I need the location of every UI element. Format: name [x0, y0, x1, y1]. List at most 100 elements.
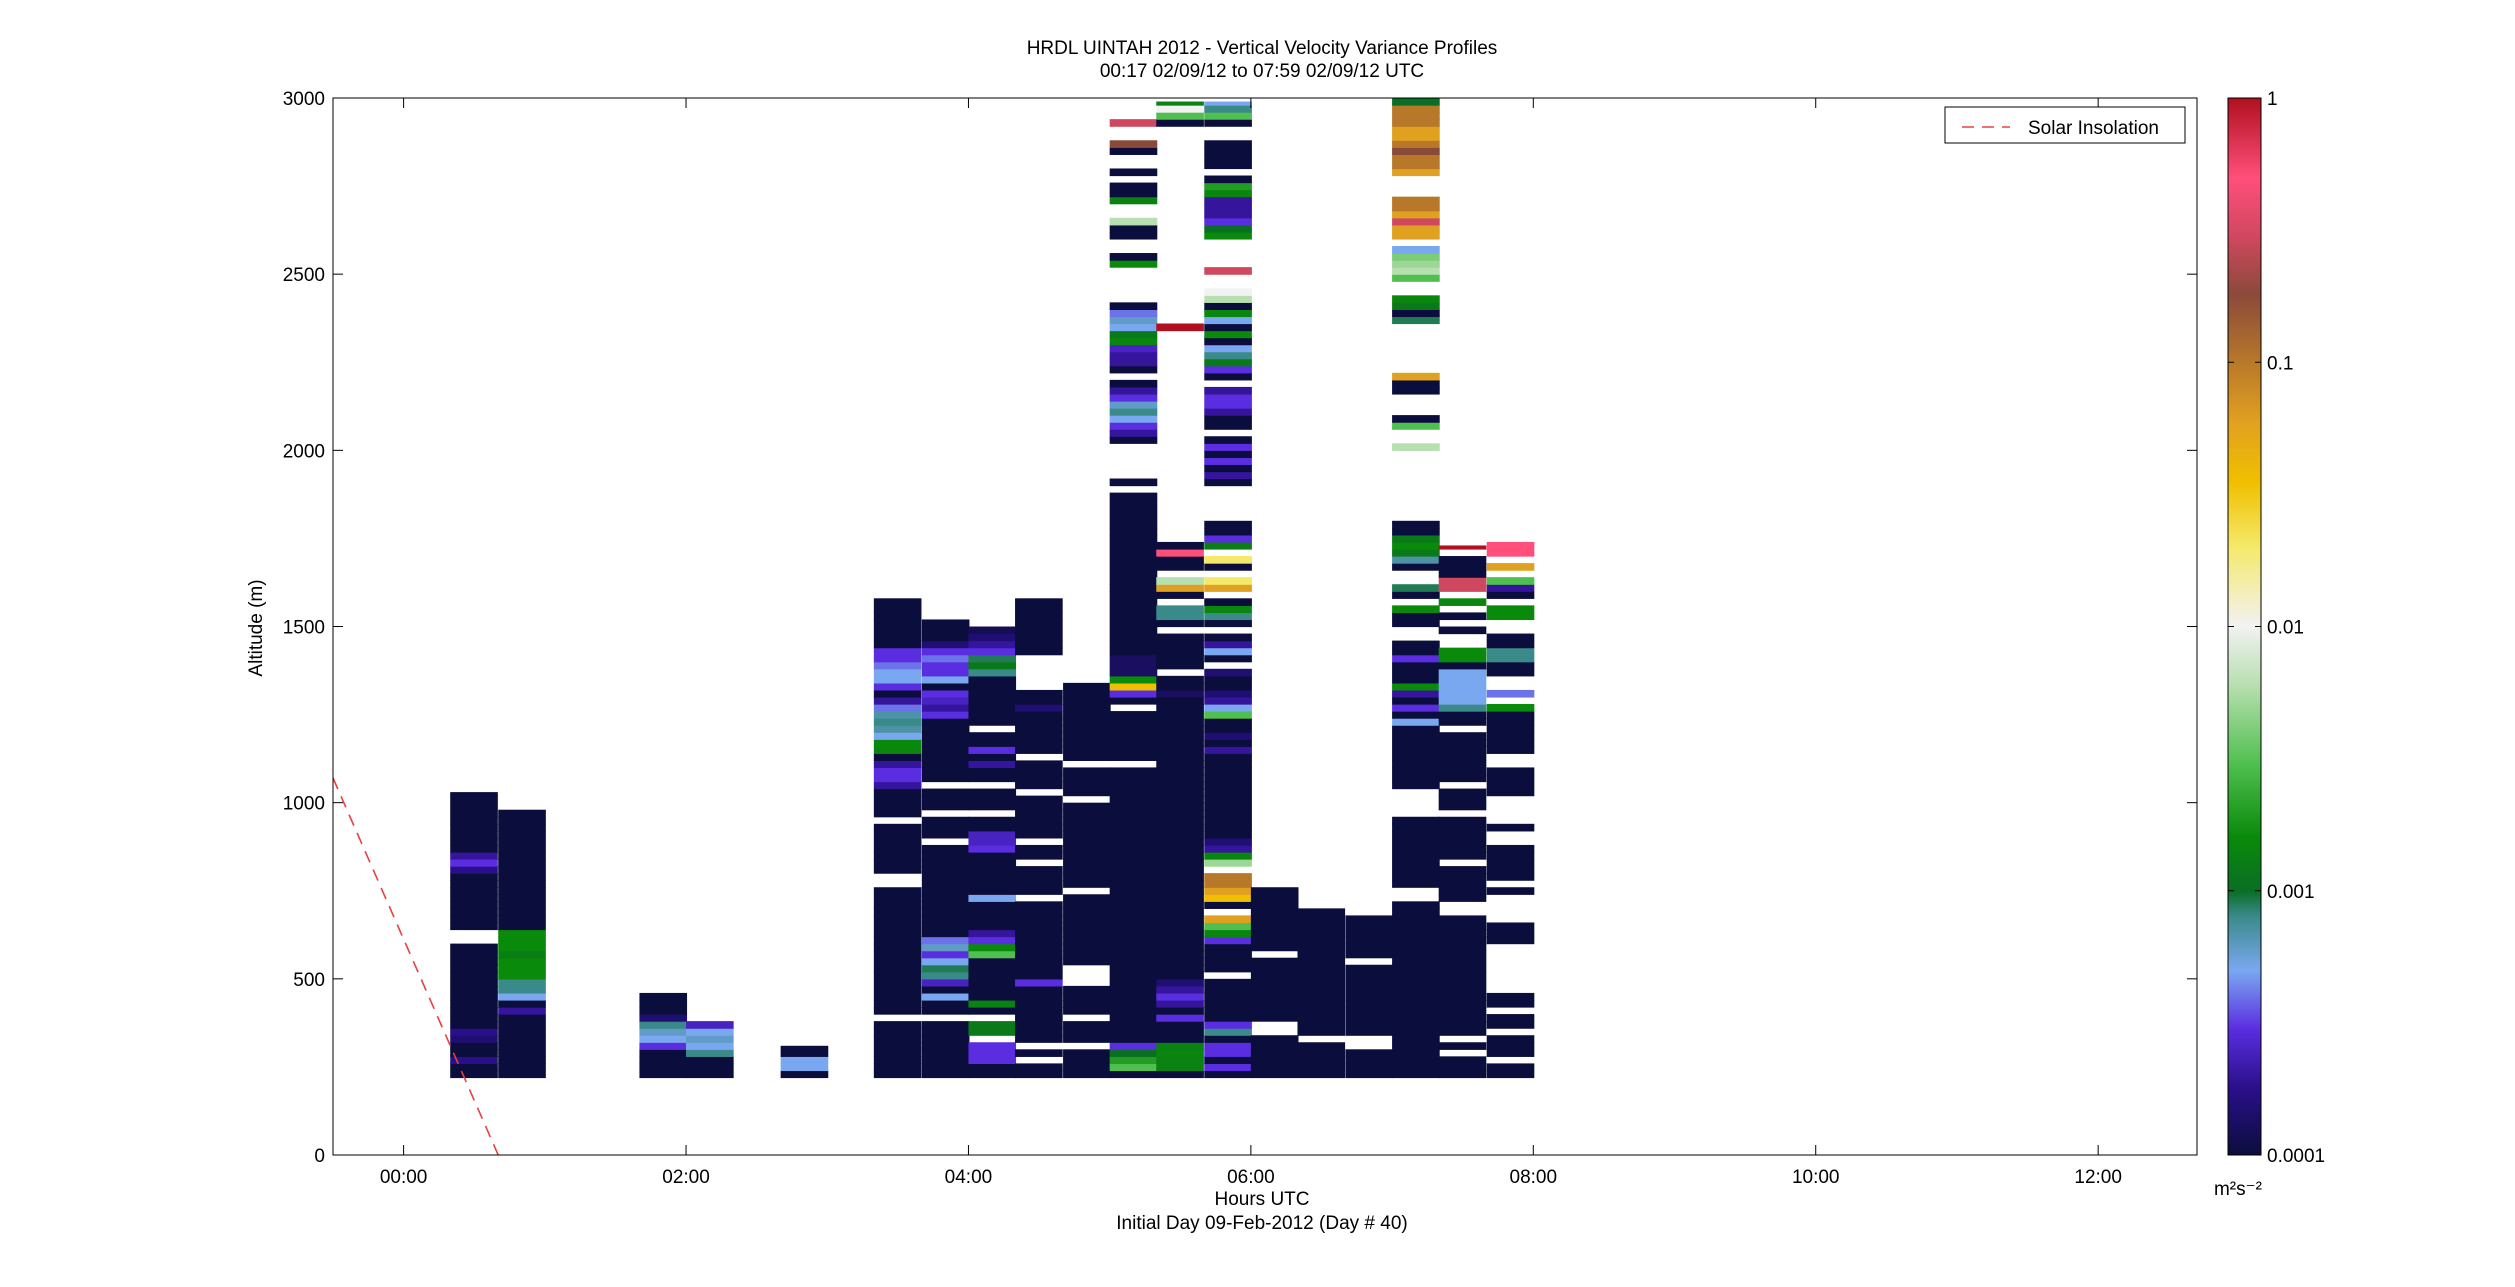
heatmap-cell [1250, 1063, 1299, 1072]
heatmap-cell [921, 689, 970, 698]
heatmap-cell [1250, 985, 1299, 994]
heatmap-cell [873, 711, 922, 719]
heatmap-cell [1109, 668, 1158, 677]
heatmap-cell [1438, 577, 1487, 585]
heatmap-cell [1204, 633, 1252, 642]
heatmap-cell [921, 619, 970, 628]
heatmap-cell [1109, 823, 1158, 832]
heatmap-column [1438, 545, 1487, 1079]
colorbar-tick-label: 0.1 [2267, 353, 2293, 374]
heatmap-cell [873, 689, 922, 698]
heatmap-cell [921, 753, 970, 761]
heatmap-cell [1156, 781, 1204, 790]
heatmap-cell [1204, 295, 1252, 303]
heatmap-cell [1392, 647, 1440, 656]
heatmap-cell [1392, 105, 1440, 113]
heatmap-cell [1156, 711, 1204, 719]
heatmap-cell [1392, 732, 1440, 740]
heatmap-cell [1015, 725, 1063, 733]
heatmap-cell [450, 985, 498, 994]
heatmap-cell [498, 929, 546, 938]
heatmap-cell [450, 978, 498, 987]
y-tick-label: 3000 [283, 89, 325, 110]
heatmap-cell [921, 1063, 970, 1072]
heatmap-cell [1204, 964, 1252, 973]
heatmap-cell [1250, 1014, 1299, 1022]
heatmap-cell [1486, 788, 1535, 797]
heatmap-cell [1345, 1070, 1394, 1079]
heatmap-cell [1156, 844, 1204, 853]
heatmap-cell [1392, 781, 1440, 790]
heatmap-cell [1156, 999, 1204, 1008]
heatmap-cell [873, 1070, 922, 1079]
heatmap-cell [1392, 443, 1440, 451]
heatmap-cell [686, 1056, 734, 1064]
heatmap-cell [873, 1063, 922, 1072]
heatmap-cell [1063, 781, 1111, 790]
heatmap-cell [1438, 696, 1487, 705]
heatmap-cell [968, 950, 1017, 959]
heatmap-cell [1109, 386, 1158, 395]
heatmap-cell [1204, 682, 1252, 691]
heatmap-cell [1109, 527, 1158, 536]
heatmap-cell [1204, 647, 1252, 656]
heatmap-cell [873, 753, 922, 761]
heatmap-cell [968, 1021, 1017, 1029]
heatmap-cell [1109, 499, 1158, 508]
heatmap-cell [450, 873, 498, 881]
heatmap-cell [1063, 915, 1111, 924]
heatmap-cell [1156, 887, 1204, 895]
heatmap-cell [921, 647, 970, 656]
heatmap-cell [1392, 619, 1440, 628]
heatmap-cell [1392, 612, 1440, 621]
heatmap-cell [921, 1035, 970, 1043]
heatmap-cell [1015, 957, 1063, 966]
heatmap-cell [1204, 1035, 1252, 1043]
heatmap-cell [1109, 689, 1158, 698]
heatmap-cell [1156, 541, 1204, 550]
x-tick-label: 08:00 [1510, 1167, 1558, 1188]
heatmap-cell [1438, 950, 1487, 959]
heatmap-cell [1156, 1056, 1204, 1064]
heatmap-cell [498, 901, 546, 909]
heatmap-cell [1109, 859, 1158, 867]
heatmap-cell [498, 971, 546, 980]
heatmap-cell [1015, 992, 1063, 1001]
heatmap-cell [1109, 619, 1158, 628]
heatmap-column [1204, 101, 1252, 1079]
heatmap-cell [921, 661, 970, 670]
heatmap-cell [921, 957, 970, 966]
heatmap-cell [968, 668, 1017, 677]
heatmap-cell [1392, 1014, 1440, 1022]
heatmap-cell [498, 1035, 546, 1043]
heatmap-cell [921, 908, 970, 917]
heatmap-cell [873, 866, 922, 874]
heatmap-cell [1345, 964, 1394, 973]
heatmap-cell [1486, 1070, 1535, 1079]
heatmap-cell [1204, 584, 1252, 592]
x-axis-ticks: 00:00 02:00 04:00 06:00 08:00 10:00 12:00 [380, 98, 2122, 1188]
heatmap-cell [1438, 823, 1487, 832]
heatmap-cell [873, 781, 922, 790]
heatmap-cell [873, 1056, 922, 1064]
heatmap-cell [1486, 605, 1535, 614]
heatmap-cell [1438, 887, 1487, 895]
heatmap-cell [1156, 943, 1204, 952]
heatmap-cell [1204, 288, 1252, 296]
heatmap-cell [873, 788, 922, 797]
heatmap-cell [639, 1007, 688, 1015]
heatmap-cell [1109, 344, 1158, 353]
y-tick-label: 1500 [283, 618, 325, 639]
heatmap-cell [1392, 534, 1440, 543]
heatmap-cell [1156, 767, 1204, 776]
heatmap-cell [1486, 1063, 1535, 1072]
heatmap-cell [1109, 379, 1158, 388]
heatmap-cell [921, 788, 970, 797]
heatmap-cell [1392, 1063, 1440, 1072]
heatmap-cell [1015, 633, 1063, 642]
legend: Solar Insolation [1944, 106, 2186, 144]
heatmap-cell [1109, 605, 1158, 614]
heatmap-cell [1438, 837, 1487, 846]
heatmap-cell [1392, 978, 1440, 987]
heatmap-cell [1109, 915, 1158, 924]
